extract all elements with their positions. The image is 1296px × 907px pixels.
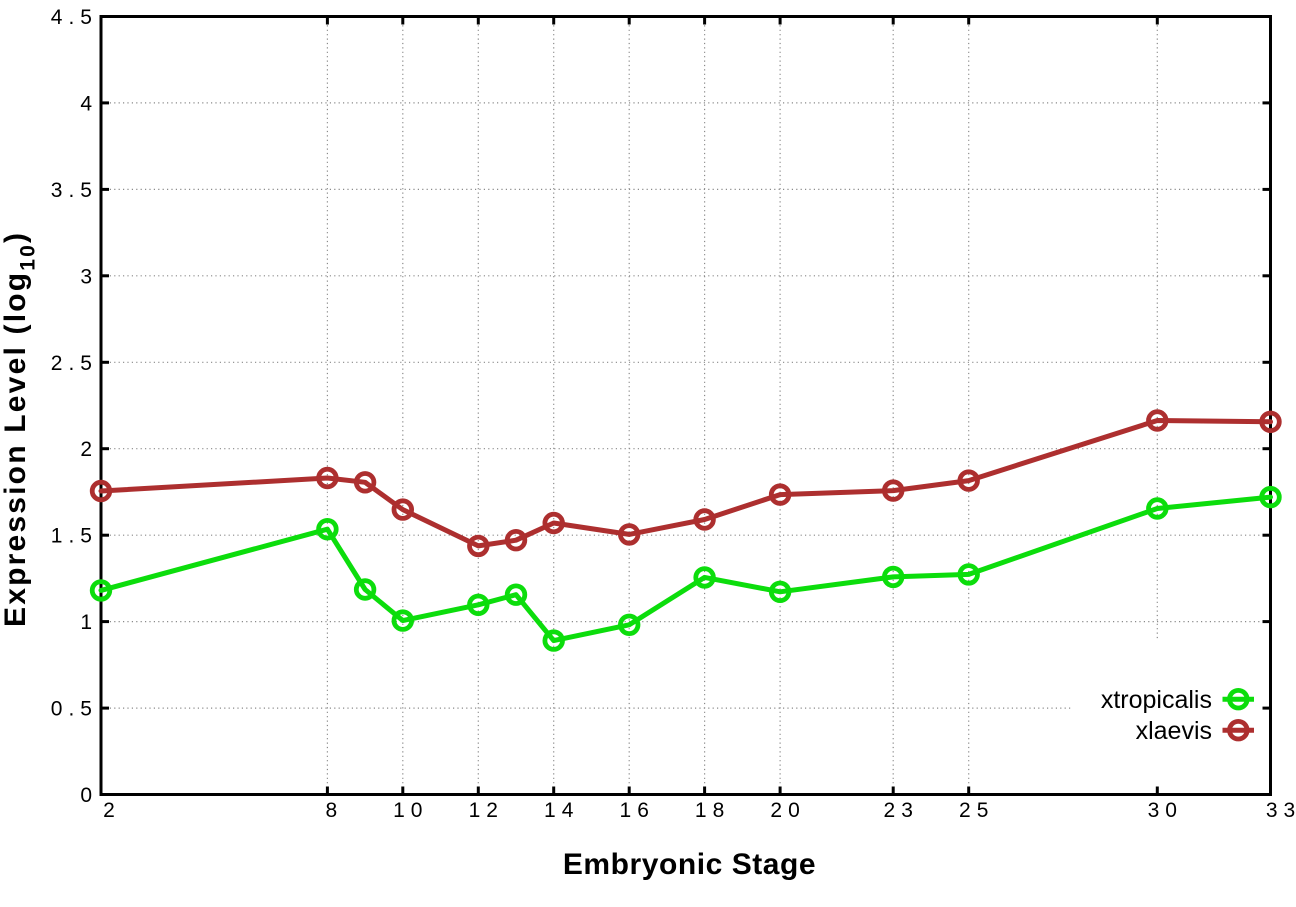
svg-text:20: 20 bbox=[770, 799, 805, 822]
svg-text:18: 18 bbox=[695, 799, 730, 822]
svg-text:25: 25 bbox=[959, 799, 994, 822]
svg-text:2: 2 bbox=[103, 799, 121, 822]
svg-text:3: 3 bbox=[80, 265, 98, 288]
svg-text:8: 8 bbox=[326, 799, 344, 822]
svg-text:30: 30 bbox=[1148, 799, 1183, 822]
svg-text:12: 12 bbox=[469, 799, 504, 822]
svg-text:16: 16 bbox=[620, 799, 655, 822]
svg-text:1.5: 1.5 bbox=[51, 525, 98, 548]
svg-text:4: 4 bbox=[80, 92, 98, 115]
svg-text:4.5: 4.5 bbox=[51, 6, 98, 29]
svg-text:2: 2 bbox=[80, 438, 98, 461]
svg-text:2.5: 2.5 bbox=[51, 352, 98, 375]
svg-text:33: 33 bbox=[1266, 799, 1296, 822]
svg-text:0.5: 0.5 bbox=[51, 698, 98, 721]
svg-text:14: 14 bbox=[544, 799, 579, 822]
svg-text:3.5: 3.5 bbox=[51, 179, 98, 202]
svg-text:1: 1 bbox=[80, 611, 98, 634]
svg-text:10: 10 bbox=[393, 799, 428, 822]
svg-text:Embryonic Stage: Embryonic Stage bbox=[563, 848, 816, 881]
svg-text:xlaevis: xlaevis bbox=[1136, 717, 1212, 745]
svg-text:23: 23 bbox=[884, 799, 919, 822]
svg-text:xtropicalis: xtropicalis bbox=[1101, 686, 1212, 714]
svg-text:0: 0 bbox=[80, 784, 98, 807]
